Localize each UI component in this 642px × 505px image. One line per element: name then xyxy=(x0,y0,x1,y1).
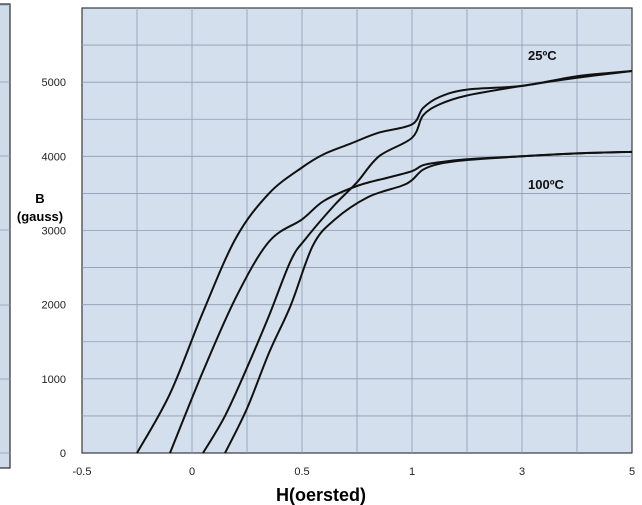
x-axis-label: H(oersted) xyxy=(276,485,366,505)
y-tick-label: 5000 xyxy=(42,77,66,89)
x-tick-label: -0.5 xyxy=(73,466,92,478)
y-tick-label: 0 xyxy=(60,448,66,460)
curve-annotation-label: 100ºC xyxy=(528,177,564,192)
y-axis-unit: (gauss) xyxy=(17,209,63,224)
x-tick-label: 5 xyxy=(629,466,635,478)
curve-25c-upper xyxy=(136,70,633,454)
x-tick-labels: -0.5 0 0.5 1 3 5 xyxy=(73,466,636,478)
y-tick-label: 1000 xyxy=(42,374,66,386)
y-tick-label: 2000 xyxy=(42,300,66,312)
y-tick-label: 4000 xyxy=(42,151,66,163)
left-panel-fragment xyxy=(0,3,11,469)
curve-25c-lower xyxy=(202,70,633,454)
x-tick-label: 3 xyxy=(519,466,525,478)
left-panel-border xyxy=(0,3,11,469)
curve-100c-lower xyxy=(224,150,633,454)
y-tick-labels: 0 1000 2000 3000 4000 5000 xyxy=(42,77,66,460)
grid xyxy=(82,8,632,453)
x-tick-label: 0 xyxy=(189,466,195,478)
curve-annotation-label: 25ºC xyxy=(528,48,557,63)
y-axis-label: B xyxy=(35,191,44,206)
x-tick-label: 0.5 xyxy=(294,466,309,478)
curve-annotations: 25ºC 100ºC xyxy=(528,48,564,192)
y-tick-label: 3000 xyxy=(42,226,66,238)
curves xyxy=(136,70,633,454)
x-tick-label: 1 xyxy=(409,466,415,478)
